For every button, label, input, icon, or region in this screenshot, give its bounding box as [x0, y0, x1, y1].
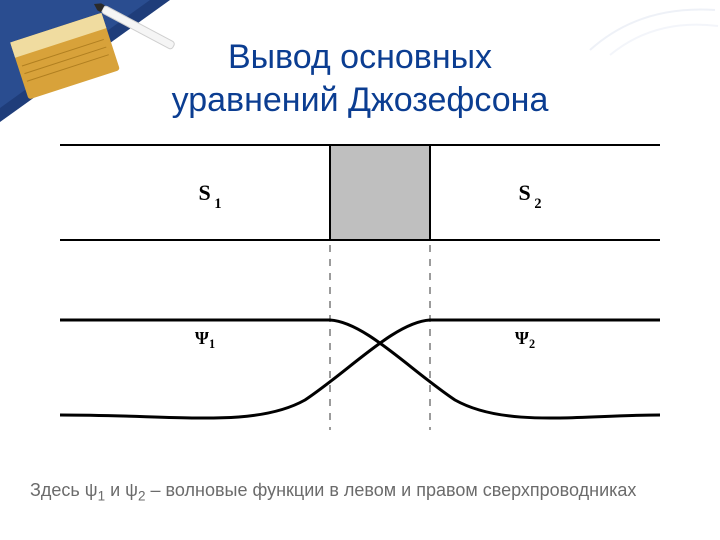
caption-text: Здесь ψ1 и ψ2 – волновые функции в левом…	[0, 480, 720, 504]
svg-text:S 2: S 2	[519, 180, 542, 212]
title-line-1: Вывод основных	[228, 38, 492, 76]
svg-text:S 1: S 1	[199, 180, 222, 212]
svg-text:Ψ2: Ψ2	[515, 328, 535, 351]
svg-text:Ψ1: Ψ1	[195, 328, 215, 351]
slide-title: Вывод основных уравнений Джозефсона	[0, 36, 720, 121]
josephson-junction-diagram: S 1 S 2 Ψ1 Ψ2	[60, 140, 660, 450]
title-line-2: уравнений Джозефсона	[172, 81, 549, 119]
